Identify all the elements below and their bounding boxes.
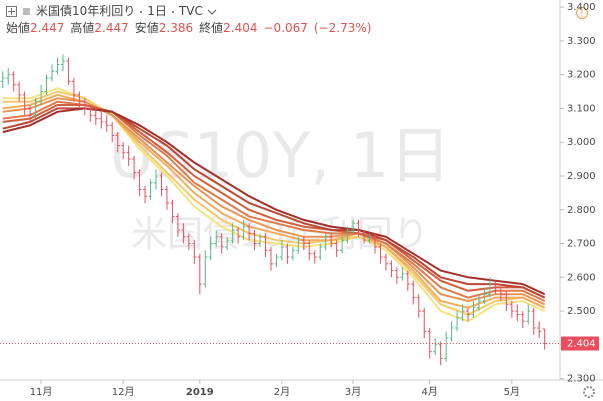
last-price-box [561,336,599,351]
high-value: 2.447 [94,21,129,35]
legend-title-row: 米国債10年利回り 1日 TVC [6,3,377,20]
last-price-label: 2.404 [567,339,596,350]
flag-icon[interactable] [22,6,32,18]
separator [171,10,174,13]
y-tick-label: 2.800 [567,205,596,216]
separator [140,10,143,13]
symbol-name[interactable]: 米国債10年利回り [36,4,136,18]
expand-icon[interactable] [6,5,18,18]
x-tick-label: 2月 [274,386,290,398]
y-tick-label: 2.900 [567,171,596,182]
y-tick-label: 3.100 [567,103,596,114]
y-tick-label: 2.700 [567,239,596,250]
high-label: 高値 [70,21,95,35]
y-tick-label: 3.300 [567,36,596,47]
close-label: 終値 [199,21,224,35]
legend: 米国債10年利回り 1日 TVC 始値 2.447 高値 2.447 安値 2.386… [6,3,377,37]
open-value: 2.447 [30,21,65,35]
dropdown-icon[interactable] [206,6,218,18]
x-tick-label: 5月 [504,386,520,398]
settings-icon[interactable] [583,386,595,398]
alert-icon[interactable] [576,7,588,19]
ma-line [2,107,546,296]
y-tick-label: 3.000 [567,137,596,148]
y-tick-label: 3.200 [567,70,596,81]
x-tick-label: 11月 [30,386,53,398]
alert-icon-dot [581,15,583,17]
x-tick-label: 2019 [186,387,214,398]
ma-line [2,90,546,316]
y-tick-label: 2.300 [567,374,596,385]
close-value: 2.404 [223,21,258,35]
y-tick-label: 3.400 [567,2,596,13]
change-value: −0.067 [263,21,308,35]
source[interactable]: TVC [178,4,203,18]
x-tick-label: 3月 [345,386,361,398]
x-tick-label: 4月 [422,386,438,398]
ma-line [2,104,546,299]
y-tick-label: 2.500 [567,306,596,317]
change-percent: (−2.73%) [313,21,372,35]
open-label: 始値 [6,21,31,35]
plot-area [0,54,560,366]
ma-line [2,97,546,306]
y-tick-label: 2.600 [567,272,596,283]
low-label: 安値 [134,21,159,35]
legend-values-row: 始値 2.447 高値 2.447 安値 2.386 終値 2.404 −0.067 (−… [6,20,377,37]
interval[interactable]: 1日 [147,4,167,18]
low-value: 2.386 [158,21,194,35]
x-tick-label: 12月 [112,386,135,398]
